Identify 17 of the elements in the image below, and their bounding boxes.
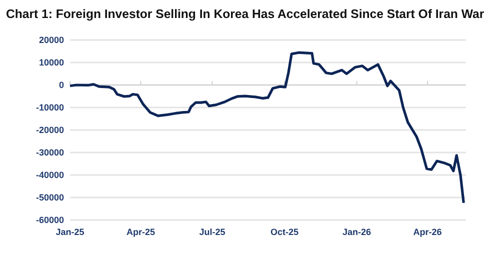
y-tick-label: 10000 xyxy=(38,58,64,68)
chart-title: Chart 1: Foreign Investor Selling In Korea Has Accelerated Since Start Of Iran War xyxy=(6,7,484,21)
y-tick-label: -20000 xyxy=(36,125,64,136)
x-tick-label: Jan-26 xyxy=(342,227,372,237)
y-tick-label: -50000 xyxy=(36,192,64,203)
y-tick-label: -60000 xyxy=(36,215,64,226)
x-tick-label: Jan-25 xyxy=(56,227,84,237)
x-tick-label: Jul-25 xyxy=(199,227,226,237)
y-tick-label: 20000 xyxy=(38,35,64,46)
x-tick-label: Oct-25 xyxy=(270,227,299,237)
y-tick-label: -10000 xyxy=(36,102,64,113)
x-tick-label: Apr-25 xyxy=(126,227,155,237)
y-tick-label: 0 xyxy=(58,80,64,90)
y-tick-label: -30000 xyxy=(36,148,64,158)
line-series xyxy=(68,51,465,204)
x-tick-label: Apr-26 xyxy=(413,227,442,237)
y-tick-label: -40000 xyxy=(36,170,64,180)
